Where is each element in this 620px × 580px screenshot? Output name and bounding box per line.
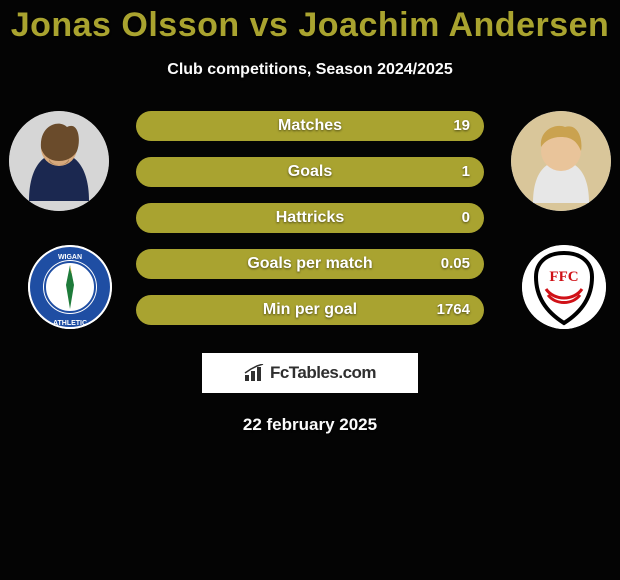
page-title: Jonas Olsson vs Joachim Andersen [0,6,620,45]
comparison-card: Jonas Olsson vs Joachim Andersen Club co… [0,0,620,580]
stat-bar: Min per goal 1764 [136,295,484,325]
bar-chart-asc-icon [244,364,266,382]
source-name: FcTables.com [270,363,376,383]
stat-label: Goals per match [136,249,484,279]
stat-label: Goals [136,157,484,187]
player-avatar-olsson-icon [9,111,109,211]
club-badge-wigan-icon: WIGAN ATHLETIC [28,245,112,329]
stat-label: Matches [136,111,484,141]
stat-right-value: 0.05 [441,249,470,279]
svg-text:WIGAN: WIGAN [58,254,82,261]
player-avatar-right [511,111,611,211]
svg-text:ATHLETIC: ATHLETIC [53,320,87,327]
svg-text:FFC: FFC [549,269,578,285]
club-badge-right: FFC [522,245,606,329]
stat-bar: Goals per match 0.05 [136,249,484,279]
club-badge-fulham-icon: FFC [522,245,606,329]
source-badge: FcTables.com [202,353,418,393]
stat-right-value: 19 [453,111,470,141]
club-badge-left: WIGAN ATHLETIC [28,245,112,329]
snapshot-date: 22 february 2025 [0,415,620,435]
stat-label: Hattricks [136,203,484,233]
stat-right-value: 1 [462,157,470,187]
stat-right-value: 1764 [437,295,470,325]
stat-right-value: 0 [462,203,470,233]
stat-label: Min per goal [136,295,484,325]
stat-bar: Goals 1 [136,157,484,187]
stat-bars: Matches 19 Goals 1 Hattricks 0 Goals per… [136,111,484,341]
stat-bar: Hattricks 0 [136,203,484,233]
page-subtitle: Club competitions, Season 2024/2025 [0,61,620,79]
comparison-body: WIGAN ATHLETIC FFC Matches 19 Go [0,111,620,349]
player-avatar-andersen-icon [511,111,611,211]
player-avatar-left [9,111,109,211]
stat-bar: Matches 19 [136,111,484,141]
